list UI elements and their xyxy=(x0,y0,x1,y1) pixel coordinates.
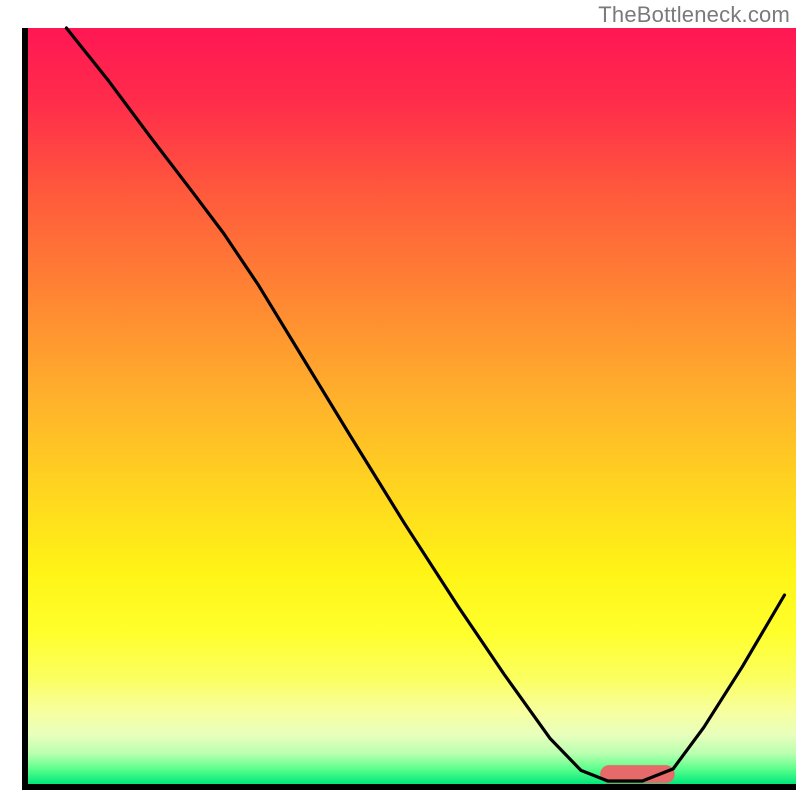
chart-container: TheBottleneck.com xyxy=(0,0,800,800)
plot-background xyxy=(28,28,796,784)
plot-svg xyxy=(0,0,800,800)
watermark-text: TheBottleneck.com xyxy=(598,2,790,28)
